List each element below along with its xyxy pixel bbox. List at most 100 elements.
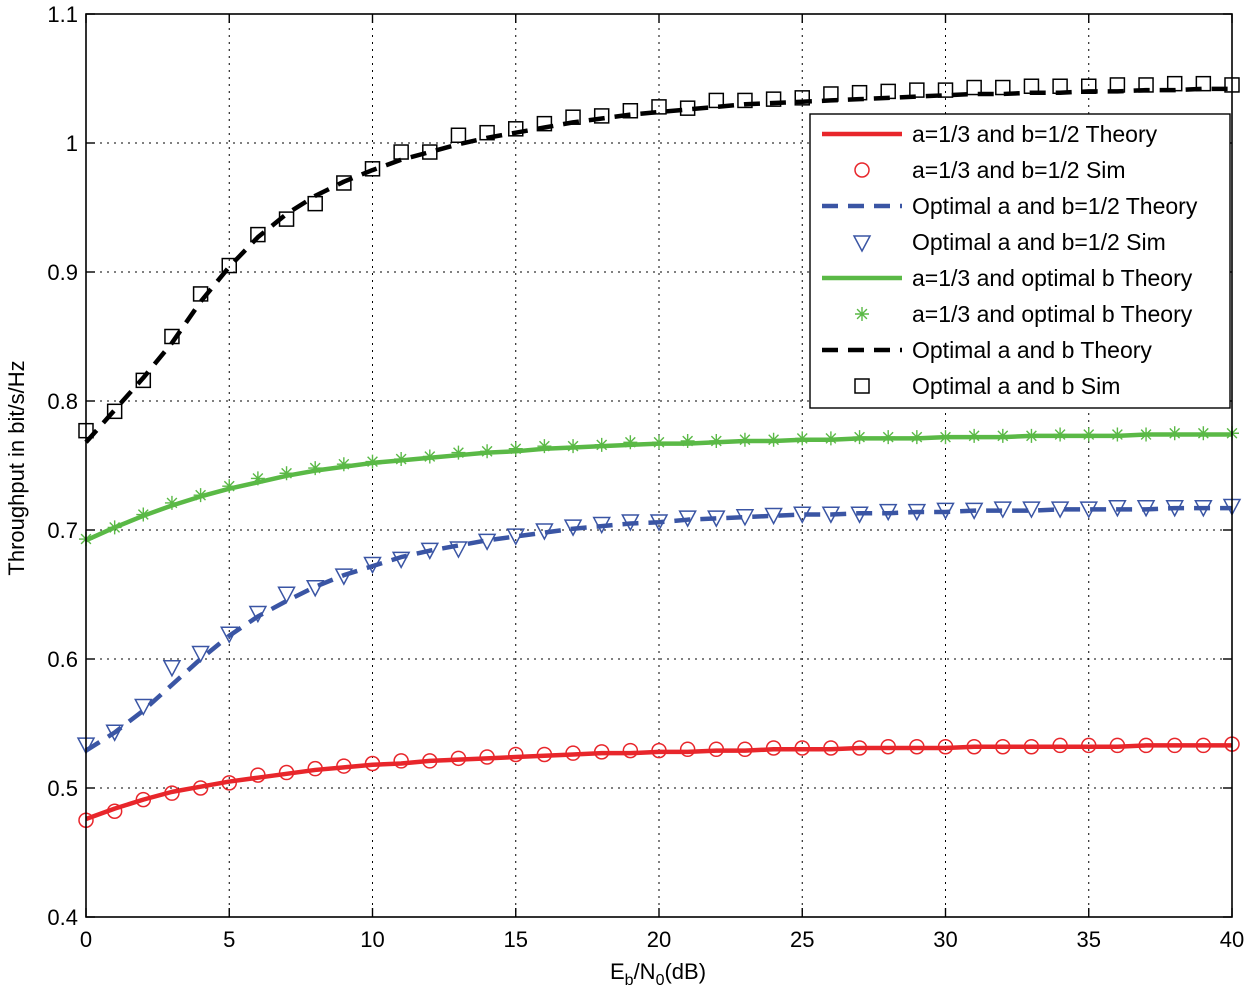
series-5 [79, 426, 1239, 547]
data-point [278, 211, 295, 227]
data-point [1109, 737, 1126, 754]
x-tick-label: 40 [1220, 927, 1244, 952]
data-point [594, 437, 609, 452]
data-point [536, 746, 553, 763]
data-point [1081, 737, 1097, 754]
data-point [1081, 78, 1097, 94]
data-point [1109, 77, 1126, 93]
data-point [995, 428, 1010, 443]
data-point [106, 403, 123, 420]
data-point [164, 495, 179, 510]
data-point [679, 741, 696, 758]
data-point [851, 740, 868, 756]
x-axis-label-mid: /N [634, 959, 656, 984]
data-point [336, 758, 352, 774]
y-axis-label: Throughput in bit/s/Hz [4, 360, 29, 575]
x-axis-label-sub2: 0 [656, 972, 665, 989]
data-point [136, 507, 151, 522]
data-point [622, 742, 639, 759]
data-point [364, 755, 381, 772]
data-point [651, 742, 667, 759]
data-point [220, 626, 239, 644]
legend-entry: Optimal a and b Sim [854, 373, 1120, 399]
data-point [537, 439, 552, 454]
data-point [708, 92, 725, 109]
x-tick-label: 35 [1077, 927, 1101, 952]
legend-entry: a=1/3 and optimal b Theory [822, 265, 1193, 291]
data-point [709, 433, 724, 448]
data-point [765, 740, 782, 756]
data-point [422, 144, 438, 160]
data-point [1022, 501, 1041, 519]
legend-entry: a=1/3 and b=1/2 Sim [854, 157, 1126, 183]
data-point [995, 79, 1011, 96]
series-6 [84, 86, 1232, 444]
data-point [880, 738, 896, 755]
x-tick-label: 15 [504, 927, 528, 952]
data-point [679, 100, 696, 116]
data-point [565, 109, 581, 125]
legend-marker [852, 235, 872, 253]
data-point [563, 519, 583, 537]
data-point [250, 226, 266, 243]
x-tick-label: 10 [360, 927, 384, 952]
data-point [566, 439, 581, 454]
data-point [134, 698, 153, 717]
data-point [1167, 426, 1182, 441]
data-point [1194, 500, 1213, 518]
data-point [1050, 501, 1070, 519]
data-point [852, 430, 867, 445]
data-point [450, 127, 467, 144]
data-point [162, 659, 182, 678]
legend-label: a=1/3 and optimal b Theory [912, 301, 1193, 327]
x-tick-label: 20 [647, 927, 671, 952]
data-point [565, 745, 581, 761]
legend-label: Optimal a and b Theory [912, 337, 1152, 363]
data-point [393, 753, 409, 769]
y-tick-label: 0.6 [47, 647, 78, 672]
data-point [735, 509, 755, 527]
data-point [250, 767, 266, 783]
data-point [938, 430, 953, 445]
data-point [765, 91, 782, 107]
data-point [336, 457, 351, 472]
data-point [593, 108, 610, 124]
legend-entry: a=1/3 and optimal b Theory [855, 301, 1193, 327]
data-point [794, 740, 810, 756]
data-point [907, 503, 927, 522]
data-point [479, 124, 495, 141]
data-point [477, 533, 497, 551]
series-2 [84, 505, 1232, 753]
data-point [851, 84, 868, 101]
data-point [192, 780, 209, 796]
legend-entry: a=1/3 and b=1/2 Theory [822, 121, 1158, 147]
data-point [708, 741, 725, 758]
x-tick-label: 5 [223, 927, 235, 952]
data-point [364, 161, 381, 177]
data-point [305, 580, 325, 598]
data-point [106, 803, 123, 819]
data-point [993, 501, 1013, 519]
data-point [164, 328, 180, 345]
data-point [937, 82, 954, 98]
data-point [966, 79, 982, 96]
legend-label: Optimal a and b=1/2 Theory [912, 193, 1198, 219]
data-point [450, 750, 467, 767]
data-point [880, 83, 896, 100]
x-axis-label-main: E [610, 959, 625, 984]
data-point [964, 502, 984, 520]
data-point [823, 431, 838, 446]
data-point [909, 738, 925, 755]
data-point [536, 115, 553, 132]
legend-entry: Optimal a and b Theory [822, 337, 1152, 363]
series-3 [76, 498, 1242, 755]
data-point [1110, 427, 1125, 442]
data-point [107, 520, 122, 535]
data-point [1052, 737, 1068, 754]
axis-ticks: 0 5 10 15 20 25 30 35 40 0.4 0.5 0.6 0.7 0.8 0.9 1 1.1 [47, 2, 1244, 952]
data-point [622, 103, 639, 119]
data-point [737, 741, 753, 758]
data-point [394, 452, 409, 467]
data-point [764, 507, 783, 526]
data-point [652, 435, 666, 450]
